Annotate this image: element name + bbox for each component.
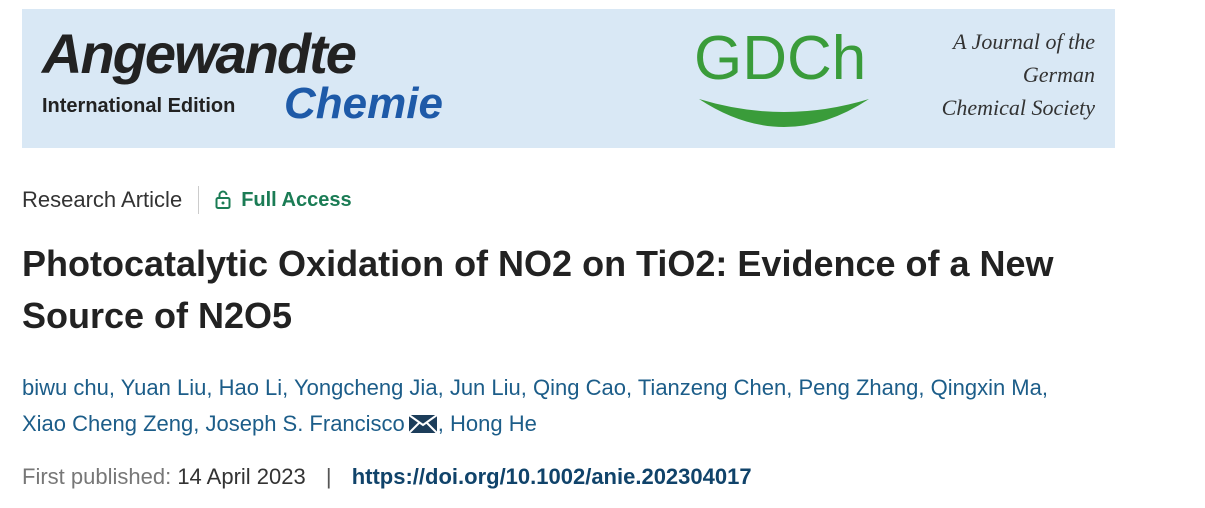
author-name[interactable]: Qing Cao (533, 375, 626, 400)
author-name[interactable]: Jun Liu (449, 375, 521, 400)
society-line: German (1022, 62, 1095, 87)
author-entry: Qingxin Ma, (931, 375, 1048, 400)
author-name[interactable]: Peng Zhang (798, 375, 919, 400)
logo-arc (699, 99, 869, 127)
separator: , (520, 375, 527, 400)
author-entry: Xiao Cheng Zeng, (22, 411, 199, 436)
separator: , (786, 375, 793, 400)
separator: , (918, 375, 925, 400)
divider (198, 186, 200, 214)
separator: , (625, 375, 633, 400)
author-name[interactable]: Yongcheng Jia (294, 375, 438, 400)
author-entry: Peng Zhang, (798, 375, 924, 400)
society-line: A Journal of the (953, 29, 1095, 54)
author-entry: Qing Cao, (533, 375, 632, 400)
author-name[interactable]: Joseph S. Francisco (205, 411, 405, 436)
society-logo: GDCh (694, 24, 867, 93)
lock-icon (215, 190, 231, 209)
author-name[interactable]: Tianzeng Chen (637, 375, 787, 400)
article-meta: Research Article Full Access (22, 186, 352, 214)
separator: , (206, 375, 213, 400)
article-title: Photocatalytic Oxidation of NO2 on TiO2:… (22, 243, 1054, 336)
access-label: Full Access (241, 188, 352, 211)
author-entry: Yongcheng Jia, (294, 375, 444, 400)
journal-name: Angewandte (42, 22, 357, 85)
author-name[interactable]: Hao Li (218, 375, 283, 400)
society-line: Chemical Society (941, 95, 1095, 120)
doi-link[interactable]: https://doi.org/10.1002/anie.202304017 (351, 464, 752, 489)
author-entry: Hao Li, (219, 375, 289, 400)
separator: , (437, 375, 444, 400)
separator: , (1041, 375, 1048, 400)
separator: , (437, 411, 444, 436)
separator: , (108, 375, 115, 400)
author-name[interactable]: biwu chu (22, 375, 109, 400)
author-name[interactable]: Xiao Cheng Zeng (22, 411, 194, 436)
author-list: biwu chu, Yuan Liu, Hao Li, Yongcheng Ji… (22, 370, 1192, 442)
published-date: 14 April 2023 (177, 464, 306, 489)
publication-info: First published: 14 April 2023 | https:/… (22, 464, 752, 490)
author-name[interactable]: Qingxin Ma (930, 375, 1042, 400)
author-entry: Joseph S. Francisco, (205, 411, 443, 436)
author-name[interactable]: Hong He (450, 411, 537, 436)
divider: | (325, 464, 332, 489)
separator: , (282, 375, 289, 400)
edition: International Edition (42, 95, 236, 117)
email-icon[interactable] (408, 414, 438, 434)
author-entry: Yuan Liu, (121, 375, 213, 400)
journal-banner[interactable]: Angewandte International Edition Chemie … (22, 9, 1115, 148)
article-type: Research Article (22, 187, 183, 212)
separator: , (193, 411, 200, 436)
published-label: First published: (22, 464, 172, 489)
author-name[interactable]: Yuan Liu (120, 375, 207, 400)
author-entry: Hong He (450, 411, 537, 436)
access: Full Access (215, 188, 352, 212)
journal-name-2: Chemie (284, 79, 443, 128)
author-entry: Tianzeng Chen, (638, 375, 793, 400)
author-entry: Jun Liu, (450, 375, 527, 400)
author-entry: biwu chu, (22, 375, 115, 400)
